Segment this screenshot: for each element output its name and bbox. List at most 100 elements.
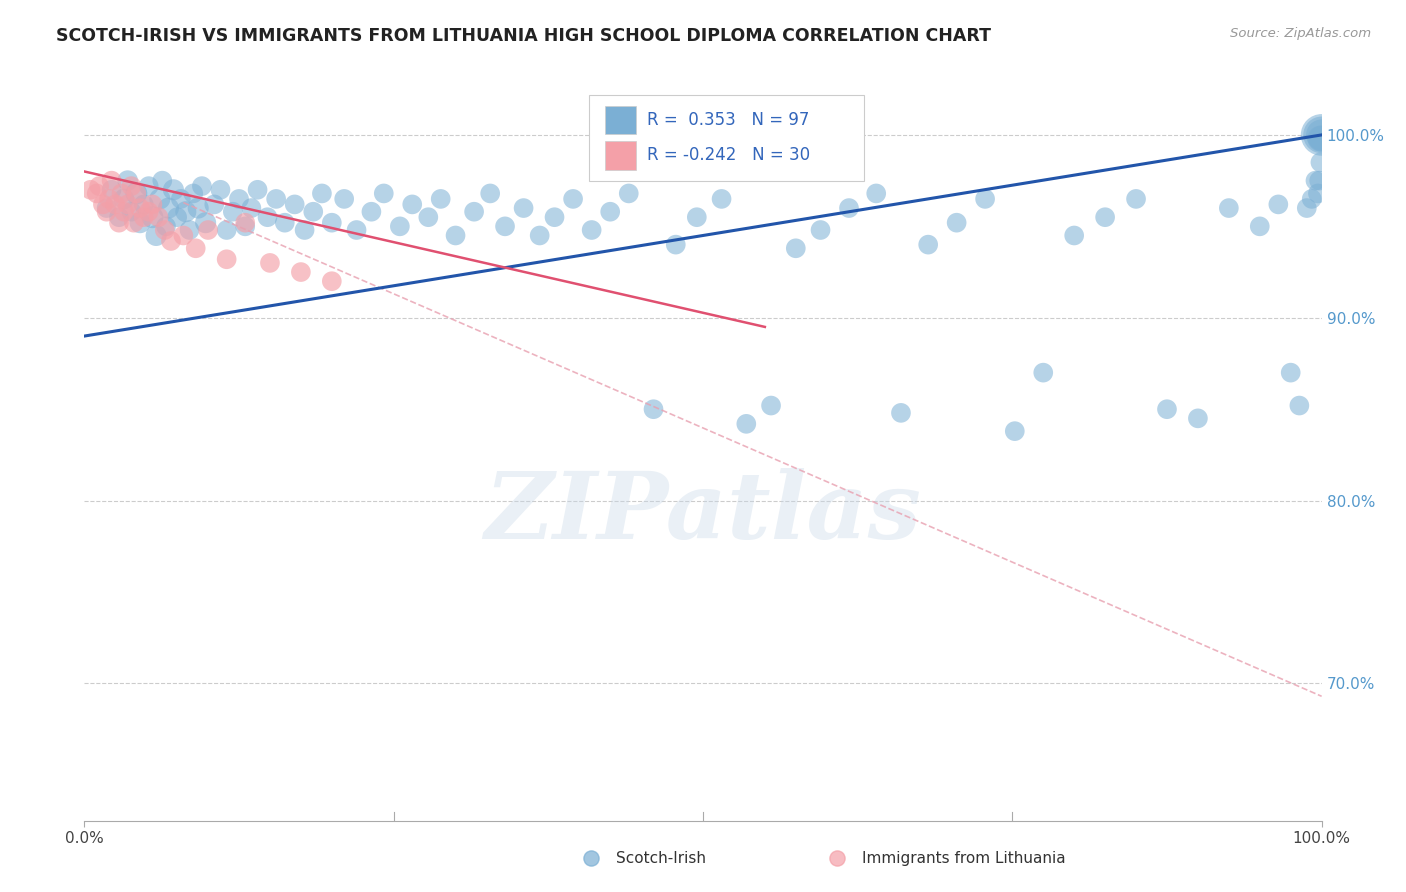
Point [643,402,665,417]
Point [579,851,602,865]
Point [735,417,758,431]
Point [418,211,440,225]
Point [222,204,245,219]
Point [215,252,238,267]
Point [1310,128,1333,142]
Point [444,228,467,243]
Point [187,201,209,215]
Point [120,179,142,194]
Point [274,216,297,230]
Point [191,179,214,194]
Point [1063,228,1085,243]
Point [1094,211,1116,225]
Point [100,174,122,188]
Text: Source: ZipAtlas.com: Source: ZipAtlas.com [1230,27,1371,40]
Point [1288,399,1310,413]
Point [259,256,281,270]
Point [346,223,368,237]
Point [145,228,167,243]
Point [1032,366,1054,380]
Point [290,265,312,279]
Point [321,216,343,230]
Point [157,201,180,215]
Text: SCOTCH-IRISH VS IMMIGRANTS FROM LITHUANIA HIGH SCHOOL DIPLOMA CORRELATION CHART: SCOTCH-IRISH VS IMMIGRANTS FROM LITHUANI… [56,27,991,45]
Point [665,237,688,252]
Point [710,192,733,206]
Point [865,186,887,201]
Point [360,204,382,219]
Point [529,228,551,243]
Point [512,201,534,215]
Point [86,186,108,201]
Point [228,192,250,206]
Point [100,183,122,197]
Point [172,228,194,243]
Text: Scotch-Irish: Scotch-Irish [616,851,706,865]
Point [1310,128,1333,142]
Point [284,197,307,211]
Point [110,186,132,201]
Point [96,204,118,219]
Point [202,197,225,211]
Point [125,186,148,201]
Point [1310,128,1333,142]
Point [311,186,333,201]
Point [562,192,585,206]
Point [240,201,263,215]
Point [543,211,565,225]
Point [463,204,485,219]
Point [1004,424,1026,438]
Point [838,201,860,215]
Point [91,197,114,211]
Point [108,211,131,225]
Point [79,183,101,197]
Point [1306,186,1329,201]
Point [132,197,155,211]
Point [197,223,219,237]
Point [246,183,269,197]
Point [112,204,135,219]
Point [917,237,939,252]
Point [1279,366,1302,380]
Point [1125,192,1147,206]
Point [117,197,139,211]
Point [104,197,127,211]
Point [1218,201,1240,215]
Point [155,219,177,234]
Point [170,192,193,206]
Text: Immigrants from Lithuania: Immigrants from Lithuania [862,851,1066,865]
Point [209,183,232,197]
Point [215,223,238,237]
Point [122,216,145,230]
Point [150,174,173,188]
Point [617,186,640,201]
Point [294,223,316,237]
Point [1301,192,1323,206]
Point [162,183,184,197]
Point [1309,131,1331,145]
Point [599,204,621,219]
Point [181,186,204,201]
Point [174,204,197,219]
Point [166,211,188,225]
Point [429,192,451,206]
Point [1295,201,1317,215]
Point [759,399,782,413]
Point [1308,174,1330,188]
Point [149,192,172,206]
Point [1310,131,1333,145]
Point [141,197,163,211]
Point [890,406,912,420]
Text: ZIPatlas: ZIPatlas [485,468,921,558]
Point [108,216,131,230]
Point [179,223,201,237]
Point [132,211,155,225]
Point [686,211,709,225]
Text: R = -0.242   N = 30: R = -0.242 N = 30 [647,146,810,164]
Point [581,223,603,237]
Point [373,186,395,201]
Point [945,216,967,230]
Point [138,204,160,219]
Point [1249,219,1271,234]
Point [810,223,832,237]
